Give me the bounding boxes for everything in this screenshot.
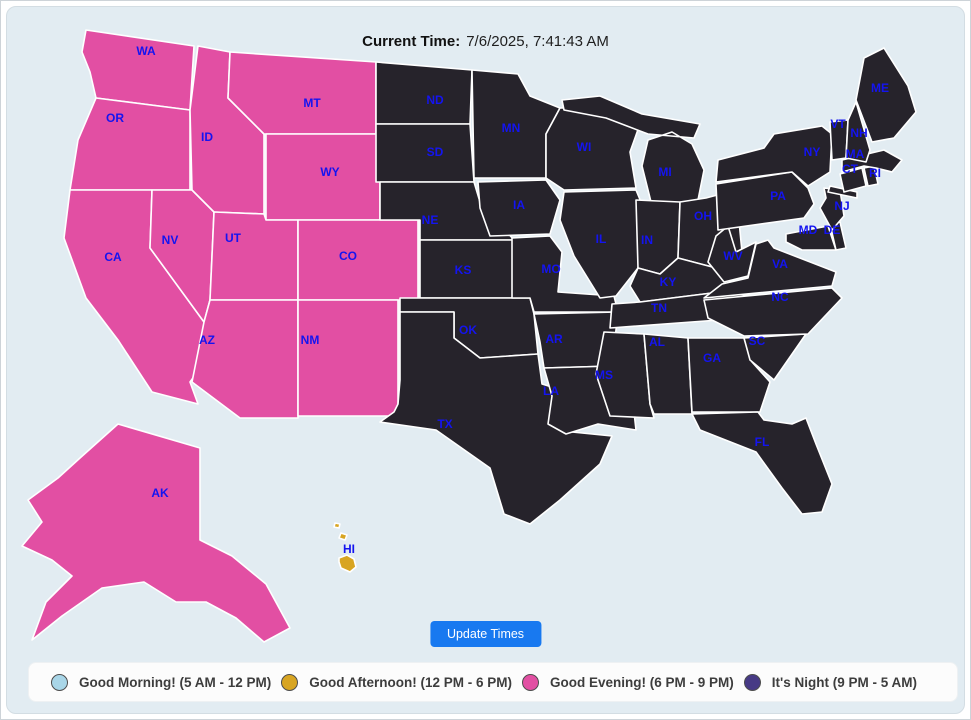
legend-label-evening: Good Evening! (6 PM - 9 PM): [549, 674, 734, 690]
evening-swatch-icon: [521, 673, 539, 691]
state-mi: [561, 95, 705, 207]
legend-item-night: It's Night (9 PM - 5 AM): [743, 673, 917, 691]
legend-label-night: It's Night (9 PM - 5 AM): [771, 674, 917, 690]
state-wy: [265, 133, 381, 221]
state-wv: [707, 225, 757, 283]
state-ia: [477, 179, 561, 237]
state-tx: [379, 311, 613, 525]
legend-item-morning: Good Morning! (5 AM - 12 PM): [51, 673, 272, 691]
legend-label-afternoon: Good Afternoon! (12 PM - 6 PM): [309, 674, 512, 690]
current-time-label: Current Time:: [362, 33, 461, 50]
state-fl: [691, 411, 833, 515]
state-nc: [703, 287, 843, 337]
state-vt: [829, 119, 849, 161]
state-nd: [375, 61, 473, 125]
state-ks: [419, 239, 517, 299]
legend-item-evening: Good Evening! (6 PM - 9 PM): [521, 673, 734, 691]
legend-item-afternoon: Good Afternoon! (12 PM - 6 PM): [281, 673, 512, 691]
state-al: [643, 333, 693, 415]
state-il: [559, 189, 647, 299]
legend-bar: Good Morning! (5 AM - 12 PM) Good Aftern…: [28, 662, 958, 702]
state-va: [703, 239, 837, 299]
legend-label-morning: Good Morning! (5 AM - 12 PM): [79, 674, 272, 690]
state-ut: [209, 211, 299, 301]
state-hi: [333, 522, 357, 573]
state-me: [855, 47, 917, 143]
state-sd: [375, 123, 475, 183]
afternoon-swatch-icon: [281, 673, 299, 691]
state-nh: [845, 101, 871, 163]
state-nm: [297, 299, 399, 417]
state-ct: [839, 167, 867, 193]
state-az: [191, 299, 299, 419]
night-swatch-icon: [743, 673, 761, 691]
state-or: [69, 97, 191, 191]
update-times-button[interactable]: Update Times: [429, 621, 542, 647]
state-label-hi: HI: [343, 542, 355, 556]
morning-swatch-icon: [51, 673, 68, 691]
current-time-value: 7/6/2025, 7:41:43 AM: [466, 33, 609, 50]
state-md: [785, 225, 837, 251]
state-co: [297, 219, 419, 301]
state-ak: [21, 423, 291, 643]
state-ma: [841, 149, 903, 173]
current-time-header: Current Time: 7/6/2025, 7:41:43 AM: [0, 33, 971, 50]
